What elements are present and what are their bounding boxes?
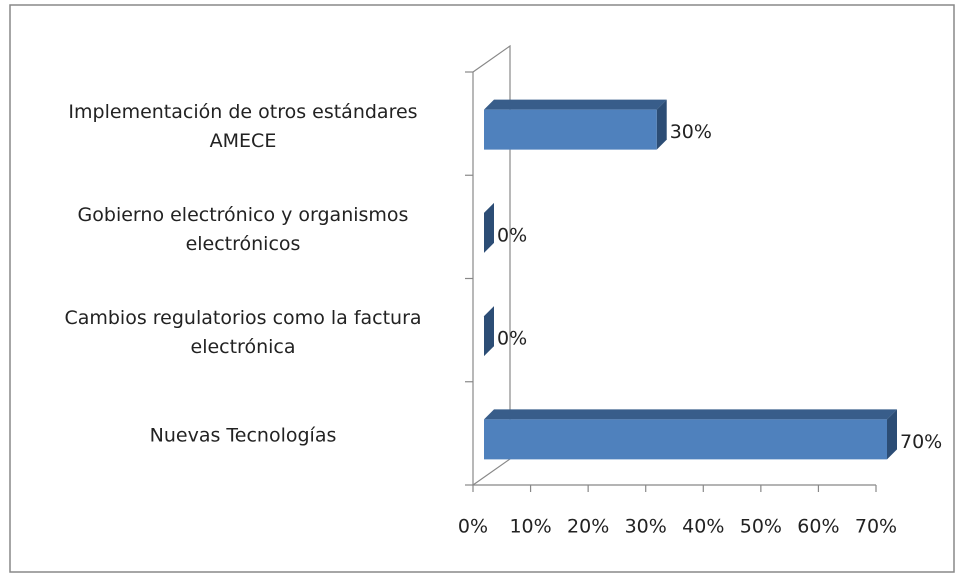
chart-frame (9, 4, 955, 573)
x-tick-label: 30% (625, 516, 667, 538)
bar (484, 306, 494, 357)
bar-top (484, 409, 897, 420)
x-tick-label: 20% (567, 516, 609, 538)
value-label: 0% (497, 328, 527, 350)
bar-side (656, 99, 667, 150)
bar (484, 99, 667, 150)
x-tick-label: 40% (682, 516, 724, 538)
bar (484, 202, 494, 253)
y-tick-label: Cambios regulatorios como la factura ele… (64, 307, 422, 359)
bar-side (887, 409, 897, 460)
x-tick-label: 60% (797, 516, 839, 538)
back-wall-edge (472, 44, 511, 486)
bar (484, 409, 897, 460)
value-label: 0% (497, 224, 527, 246)
x-tick-label: 50% (740, 516, 782, 538)
bar-side (484, 202, 494, 253)
value-label: 30% (670, 121, 712, 143)
y-tick-label: Gobierno electrónico y organismos electr… (77, 203, 409, 255)
x-tick-label: 0% (458, 516, 488, 538)
x-tick-label: 10% (509, 516, 551, 538)
y-tick-label: Nuevas Tecnologías (149, 424, 337, 447)
bar-front (484, 109, 657, 150)
bar-front (484, 419, 887, 460)
bar-top (484, 99, 667, 110)
x-tick-label: 70% (855, 516, 897, 538)
value-label: 70% (900, 431, 942, 453)
bar-side (484, 306, 494, 357)
y-tick-label: Implementación de otros estándares AMECE (68, 100, 418, 152)
